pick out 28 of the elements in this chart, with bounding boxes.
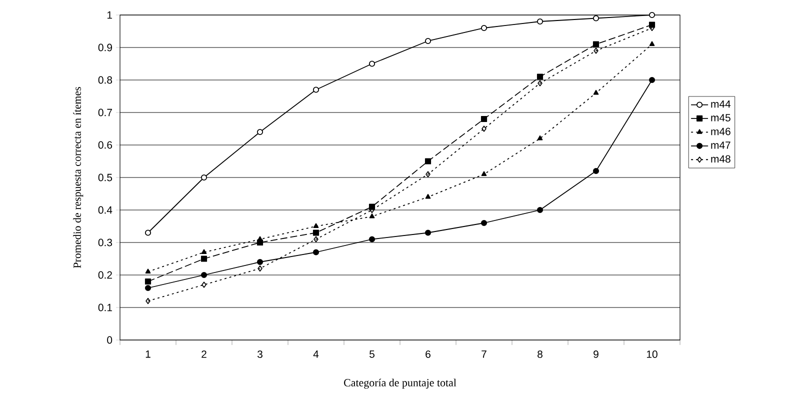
y-tick-label: 0.7 (98, 108, 112, 116)
x-tick-label: 7 (482, 350, 486, 358)
x-tick-label: 1 (146, 350, 150, 358)
y-tick-label: 0.6 (98, 141, 112, 149)
y-tick-label: 0.3 (98, 238, 112, 246)
x-tick-label: 8 (538, 350, 542, 358)
y-tick-label: 0 (107, 336, 112, 344)
x-axis-title: Categoría de puntaje total (344, 378, 456, 389)
legend-label: m46 (711, 128, 730, 136)
x-tick-label: 10 (646, 350, 658, 358)
x-tick-label: 9 (594, 350, 598, 358)
y-axis-title: Promedio de respuesta correcta en ítemes (73, 87, 84, 268)
y-tick-label: 0.5 (98, 174, 112, 182)
y-tick-label: 0.1 (98, 304, 112, 312)
x-tick-label: 3 (257, 350, 262, 358)
x-tick-label: 6 (426, 350, 430, 358)
y-tick-label: 0.4 (98, 206, 112, 214)
x-tick-label: 5 (370, 350, 374, 358)
y-tick-label: 0.8 (98, 76, 112, 84)
legend-label: m47 (711, 142, 730, 149)
y-tick-label: 1 (107, 11, 112, 19)
y-tick-label: 0.9 (98, 44, 112, 52)
legend-label: m45 (711, 114, 730, 122)
legend-label: m44 (711, 100, 731, 108)
y-tick-label: 0.2 (98, 271, 112, 279)
legend-label: m48 (711, 155, 730, 163)
x-tick-label: 4 (313, 350, 319, 358)
x-tick-label: 2 (202, 350, 206, 358)
